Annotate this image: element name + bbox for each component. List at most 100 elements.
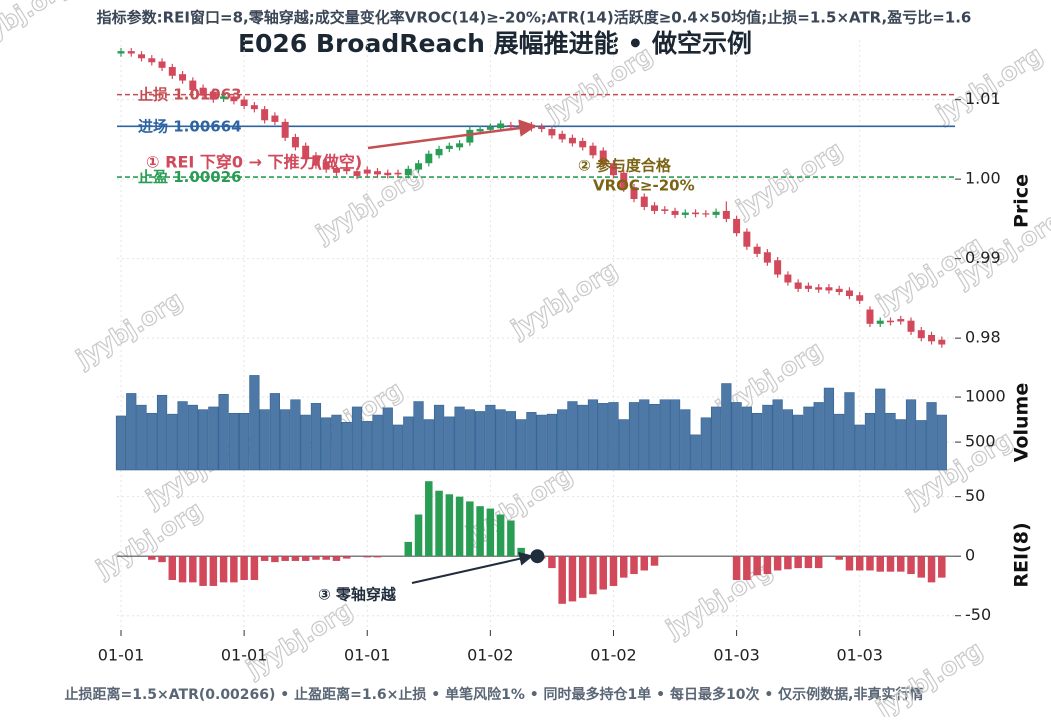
chart-title: E026 BroadReach 展幅推进能 • 做空示例 [238, 29, 752, 58]
candle-body [199, 87, 207, 96]
bar [208, 406, 219, 471]
y-tick-label: 0.99 [965, 248, 1001, 267]
bar [281, 556, 289, 561]
bar [250, 556, 259, 580]
bar [331, 414, 342, 471]
bar [249, 375, 260, 471]
bar [259, 409, 270, 471]
bar [568, 556, 577, 602]
level-value: 1.00026 [173, 168, 241, 186]
bar [639, 399, 650, 471]
candle-body [497, 123, 505, 129]
bar [435, 490, 443, 557]
bar [762, 404, 773, 471]
bar [916, 420, 927, 471]
candle-body [753, 246, 761, 254]
level-label: 进场 1.00664 [138, 117, 242, 135]
bar [567, 401, 578, 471]
bar [577, 404, 588, 471]
bar [341, 421, 352, 471]
subtitle: 指标参数:REI窗口=8,零轴穿越;成交量变化率VROC(14)≥-20%;AT… [97, 9, 972, 27]
candle-body [589, 145, 597, 156]
candle-body [856, 295, 864, 301]
bar [905, 399, 917, 471]
candle-body [835, 288, 843, 293]
bar [752, 412, 763, 471]
bar [322, 556, 330, 560]
bar [444, 416, 455, 471]
bar [927, 556, 936, 583]
bar [834, 413, 845, 471]
bar [763, 556, 772, 575]
candle-body [917, 330, 925, 339]
bar [115, 415, 127, 471]
candle-body [312, 155, 320, 166]
candle-body [127, 51, 135, 54]
bar [895, 419, 906, 471]
y-tick-label: 500 [965, 432, 996, 451]
bar [177, 401, 188, 471]
candle-body [466, 129, 474, 143]
annotation: ② 参与度合格 [578, 157, 672, 175]
bar [886, 556, 895, 572]
bar [199, 556, 207, 586]
candle-body [651, 205, 659, 211]
bar [938, 556, 946, 578]
candle-body [384, 172, 392, 176]
candle-body [804, 285, 812, 289]
bar [230, 556, 238, 583]
bar [936, 414, 947, 471]
bar [640, 556, 649, 571]
level-name: 进场 [138, 117, 168, 135]
watermark: jyybj.org [71, 286, 188, 374]
bar [158, 556, 166, 563]
candle-body [435, 148, 443, 156]
y-tick-label: 1000 [965, 387, 1006, 406]
bar [372, 414, 383, 471]
bar [680, 409, 691, 471]
bar [363, 556, 371, 558]
candle-body [240, 99, 248, 106]
bar [423, 419, 434, 471]
candle-body [887, 320, 894, 323]
bar [557, 409, 568, 471]
candle-body [722, 210, 730, 219]
bar [650, 556, 659, 566]
candle-body [825, 287, 833, 291]
candle-body [353, 171, 361, 176]
bar [178, 556, 187, 583]
bar [866, 556, 874, 571]
candle-body [692, 212, 700, 215]
candle-body [117, 51, 125, 54]
candle-body [897, 319, 905, 322]
bar [649, 403, 660, 471]
bar [854, 424, 865, 471]
bar [291, 556, 300, 561]
y-tick-label: 1.00 [965, 169, 1001, 188]
candle-body [343, 168, 351, 172]
bar [167, 413, 178, 471]
bar [414, 514, 423, 557]
bar [885, 412, 896, 471]
bar [404, 541, 413, 557]
candle-body [456, 143, 464, 148]
bar [218, 394, 229, 471]
bar [659, 399, 670, 471]
bar [312, 556, 320, 560]
bar [926, 402, 937, 471]
level-label: 止盈 1.00026 [138, 168, 242, 186]
bar [342, 556, 351, 559]
candle-body [374, 171, 381, 175]
x-tick-label: 01-01 [344, 646, 391, 665]
candle-body [794, 282, 802, 289]
watermark: jyybj.org [241, 596, 358, 684]
bar [362, 421, 373, 471]
bar [731, 402, 742, 471]
candle-body [261, 109, 269, 121]
bar [126, 393, 137, 471]
x-tick-label: 01-02 [467, 646, 514, 665]
candle-body [322, 161, 330, 170]
candle-body [230, 96, 238, 102]
bar [784, 556, 792, 570]
